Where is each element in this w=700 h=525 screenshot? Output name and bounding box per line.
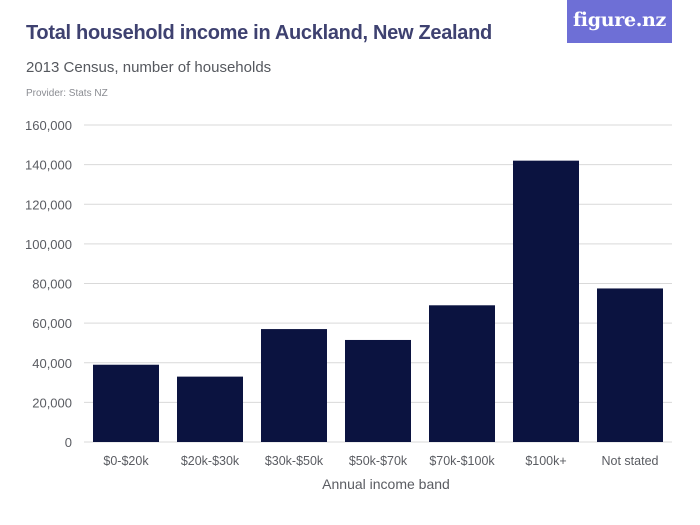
x-tick-label: $30k-$50k bbox=[265, 454, 324, 468]
y-tick-label: 60,000 bbox=[32, 316, 72, 331]
bar-70k-100k bbox=[429, 305, 495, 442]
bar-not-stated bbox=[597, 288, 663, 442]
y-tick-label: 80,000 bbox=[32, 277, 72, 292]
bar-0-20k bbox=[93, 364, 159, 442]
y-tick-label: 40,000 bbox=[32, 356, 72, 371]
x-tick-label: $100k+ bbox=[525, 454, 566, 468]
chart-title: Total household income in Auckland, New … bbox=[26, 22, 492, 44]
x-tick-label: $70k-$100k bbox=[429, 454, 495, 468]
y-tick-label: 0 bbox=[65, 435, 72, 450]
bar-50k-70k bbox=[345, 339, 411, 442]
bar-20k-30k bbox=[177, 376, 243, 442]
bar-30k-50k bbox=[261, 329, 327, 442]
y-tick-label: 140,000 bbox=[25, 158, 72, 173]
figure-nz-logo: figure.nz bbox=[567, 0, 672, 43]
x-tick-label: $20k-$30k bbox=[181, 454, 240, 468]
x-tick-label: Not stated bbox=[602, 454, 659, 468]
y-tick-label: 120,000 bbox=[25, 197, 72, 212]
chart-provider: Provider: Stats NZ bbox=[26, 88, 108, 99]
bar-100k bbox=[513, 160, 579, 442]
y-tick-label: 160,000 bbox=[25, 118, 72, 133]
y-tick-label: 100,000 bbox=[25, 237, 72, 252]
x-tick-label: $0-$20k bbox=[103, 454, 149, 468]
y-tick-label: 20,000 bbox=[32, 395, 72, 410]
x-axis-title: Annual income band bbox=[322, 476, 450, 492]
chart-subtitle: 2013 Census, number of households bbox=[26, 59, 272, 76]
x-tick-label: $50k-$70k bbox=[349, 454, 408, 468]
